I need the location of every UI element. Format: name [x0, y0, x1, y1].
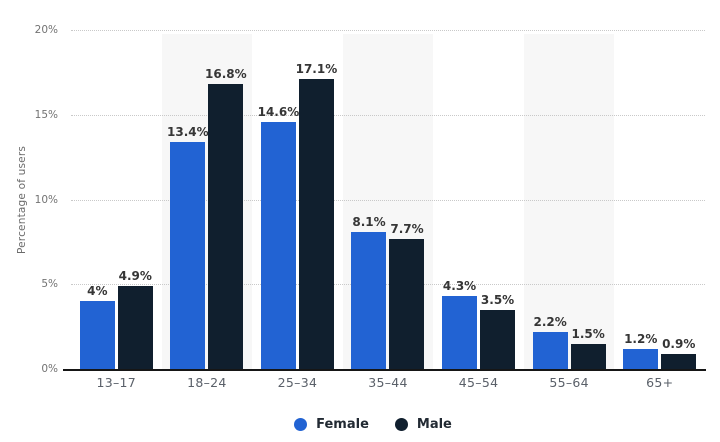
legend-label-female: Female — [316, 416, 369, 432]
bar-female-13–17[interactable]: 4% — [79, 284, 115, 369]
y-tick-15%: 15% — [34, 108, 58, 121]
value-label: 1.5% — [571, 326, 605, 341]
value-label: 4.3% — [442, 279, 477, 294]
bar-female-25–34[interactable]: 14.6% — [258, 105, 299, 369]
legend-item-female[interactable]: Female — [294, 417, 369, 432]
y-axis-ticks: 0% 5% 10% 15% 20% — [0, 24, 58, 375]
bar-group-25–34: 14.6% 17.1% — [252, 30, 343, 369]
gridline-20% — [71, 30, 705, 31]
value-label: 16.8% — [205, 67, 247, 82]
bar-female-45–54[interactable]: 4.3% — [442, 279, 478, 369]
value-label: 17.1% — [295, 62, 338, 77]
x-category-65+: 65+ — [646, 375, 674, 390]
value-label: 13.4% — [167, 124, 209, 139]
bar-group-55–64: 2.2% 1.5% — [524, 30, 615, 369]
bar-group-65+: 1.2% 0.9% — [614, 30, 705, 369]
y-tick-10%: 10% — [34, 193, 58, 206]
bar-male-35–44[interactable]: 7.7% — [389, 222, 425, 369]
bar-group-13–17: 4% 4.9% — [71, 30, 162, 369]
bar-group-45–54: 4.3% 3.5% — [433, 30, 524, 369]
value-label: 14.6% — [257, 104, 300, 119]
bar-female-65+[interactable]: 1.2% — [623, 332, 659, 369]
x-axis-labels: 13–17 18–24 25–34 35–44 45–54 55–64 65+ — [71, 374, 705, 392]
bar-male-18–24[interactable]: 16.8% — [205, 67, 247, 369]
value-label: 0.9% — [662, 336, 696, 351]
female-legend-dot-icon — [294, 417, 308, 431]
bar-group-35–44: 8.1% 7.7% — [343, 30, 434, 369]
bar-male-25–34[interactable]: 17.1% — [296, 62, 337, 369]
value-label: 4.9% — [118, 268, 152, 283]
y-tick-5%: 5% — [41, 278, 58, 291]
bar-male-65+[interactable]: 0.9% — [661, 337, 697, 369]
gridline-5% — [71, 284, 705, 286]
bar-male-55–64[interactable]: 1.5% — [570, 327, 606, 369]
bar-male-45–54[interactable]: 3.5% — [480, 293, 516, 369]
plot-area: 4% 4.9% 13.4% 16.8% 14.6% 17.1% 8.1% 7.7% 4.3% 3.… — [71, 30, 705, 369]
x-category-18–24: 18–24 — [187, 375, 227, 390]
legend-item-male[interactable]: Male — [394, 416, 452, 432]
y-tick-0%: 0% — [41, 363, 58, 375]
x-category-13–17: 13–17 — [96, 375, 137, 390]
bar-female-35–44[interactable]: 8.1% — [351, 215, 387, 369]
value-label: 3.5% — [480, 292, 515, 307]
value-label: 4% — [87, 284, 108, 299]
bar-male-13–17[interactable]: 4.9% — [117, 269, 153, 369]
x-axis-line — [63, 369, 706, 371]
x-category-25–34: 25–34 — [277, 375, 318, 390]
x-category-35–44: 35–44 — [368, 375, 408, 390]
gridline-15% — [71, 114, 705, 116]
gridline-10% — [71, 199, 705, 201]
legend: Female Male — [40, 411, 706, 437]
value-label: 7.7% — [390, 221, 424, 236]
male-legend-dot-icon — [394, 417, 408, 431]
value-label: 2.2% — [533, 314, 567, 329]
bar-female-18–24[interactable]: 13.4% — [167, 125, 209, 369]
bar-group-18–24: 13.4% 16.8% — [162, 30, 253, 369]
y-tick-20%: 20% — [34, 24, 58, 36]
x-category-55–64: 55–64 — [549, 375, 589, 390]
value-label: 8.1% — [352, 214, 386, 229]
x-category-45–54: 45–54 — [458, 375, 499, 390]
value-label: 1.2% — [624, 331, 658, 346]
bar-female-55–64[interactable]: 2.2% — [532, 315, 568, 369]
legend-label-male: Male — [416, 416, 452, 432]
plot-column-stripe — [523, 34, 615, 369]
